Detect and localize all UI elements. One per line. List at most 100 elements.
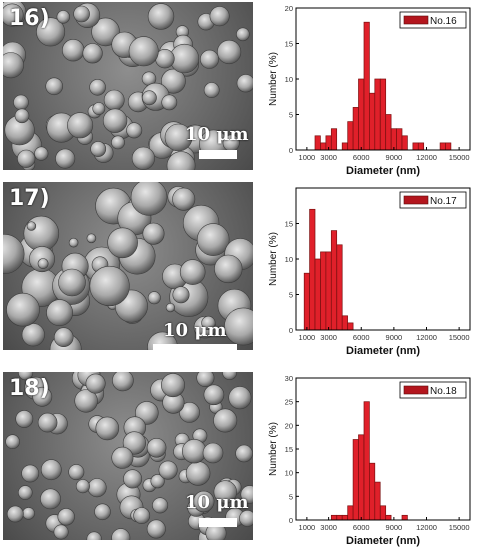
histogram-bar [341, 315, 348, 331]
particle [165, 302, 175, 313]
particle [37, 258, 49, 269]
histogram-bar [347, 322, 354, 331]
histogram-bar [314, 135, 321, 151]
particle [166, 151, 196, 170]
particle [196, 223, 230, 256]
y-axis-title: Number (%) [268, 422, 279, 476]
y-tick-label: 5 [289, 492, 293, 501]
particle [17, 485, 33, 500]
particle [240, 485, 253, 504]
particle [40, 488, 61, 510]
particle [58, 268, 86, 297]
x-tick-label: 12000 [416, 523, 437, 532]
particle [111, 446, 134, 469]
particle [239, 510, 253, 527]
particle [85, 373, 106, 394]
panel-18: 18) 10 μm 1000 3000 6000 9000 12000 15000 0 5 10… [0, 370, 478, 550]
particle [164, 123, 193, 152]
particle [172, 187, 196, 211]
particle [141, 90, 157, 106]
y-tick-label: 10 [285, 255, 293, 264]
particle [201, 315, 216, 331]
y-tick-label: 5 [289, 291, 293, 300]
histogram-bar [363, 401, 370, 521]
x-tick-label: 9000 [386, 153, 403, 162]
particle [67, 112, 94, 139]
scale-text-17: 10 μm [163, 320, 227, 341]
histogram-bar [369, 462, 376, 521]
particle [6, 292, 40, 327]
particle [128, 36, 159, 67]
particle [32, 386, 53, 407]
histogram-bar [341, 514, 348, 521]
particle [228, 386, 252, 410]
particle [40, 459, 62, 481]
y-tick-label: 30 [285, 374, 293, 383]
particle [5, 434, 20, 449]
histogram-bar [358, 434, 365, 521]
particle [112, 372, 134, 392]
panel-16: 16) 10 μm 1000 3000 6000 9000 12000 15000 0 5 10… [0, 0, 478, 180]
particle [68, 237, 79, 248]
particle [179, 259, 206, 285]
particle [213, 480, 238, 504]
x-axis-title: Diameter (nm) [346, 165, 420, 177]
histogram-bar [385, 114, 392, 151]
histogram-bar [325, 251, 332, 331]
particle [3, 3, 24, 27]
histogram-bar [314, 258, 321, 331]
particle [73, 5, 90, 23]
scale-text-16: 10 μm [185, 124, 249, 145]
particle [90, 141, 107, 157]
histogram-bar [336, 514, 343, 521]
particle [111, 528, 131, 540]
x-tick-label: 3000 [320, 333, 337, 342]
particle [26, 221, 37, 231]
particle [161, 94, 178, 111]
particle [103, 89, 125, 111]
particle [95, 416, 120, 441]
legend-swatch [403, 385, 429, 395]
y-tick-label: 20 [285, 4, 293, 13]
legend-swatch [403, 15, 429, 25]
panel-label-18: 18) [9, 376, 50, 401]
particle [61, 39, 85, 62]
histogram-bar [347, 121, 354, 151]
particle [3, 234, 25, 274]
histogram-bar [320, 142, 327, 151]
particle [202, 442, 224, 464]
particle [86, 233, 97, 244]
histogram-bar [412, 142, 419, 151]
particle [209, 6, 230, 27]
particle [123, 469, 143, 489]
particle [150, 474, 165, 489]
plot-frame [295, 377, 471, 521]
y-tick-label: 0 [289, 146, 293, 155]
particle [45, 77, 64, 96]
histogram-bar [336, 244, 343, 331]
y-tick-label: 20 [285, 421, 293, 430]
particle [126, 122, 143, 139]
particle [152, 497, 169, 514]
particle [18, 372, 34, 381]
histogram-bar [303, 272, 310, 331]
panel-label-16: 16) [9, 6, 50, 31]
particle [111, 135, 125, 150]
histogram-bar [320, 251, 327, 331]
x-tick-label: 6000 [353, 153, 370, 162]
scale-bar-18 [199, 518, 237, 527]
legend-label: No.16 [430, 16, 457, 27]
y-tick-label: 0 [289, 326, 293, 335]
sem-image-18: 18) 10 μm [3, 372, 253, 540]
particle [36, 17, 66, 47]
histogram-bar [309, 208, 316, 331]
y-tick-label: 5 [289, 111, 293, 120]
particle [56, 10, 70, 24]
particle [131, 146, 155, 170]
particle [37, 412, 58, 433]
particle [122, 431, 146, 455]
particle [53, 524, 69, 540]
particle [87, 478, 107, 498]
particle [21, 323, 45, 347]
histogram-bar [401, 135, 408, 151]
